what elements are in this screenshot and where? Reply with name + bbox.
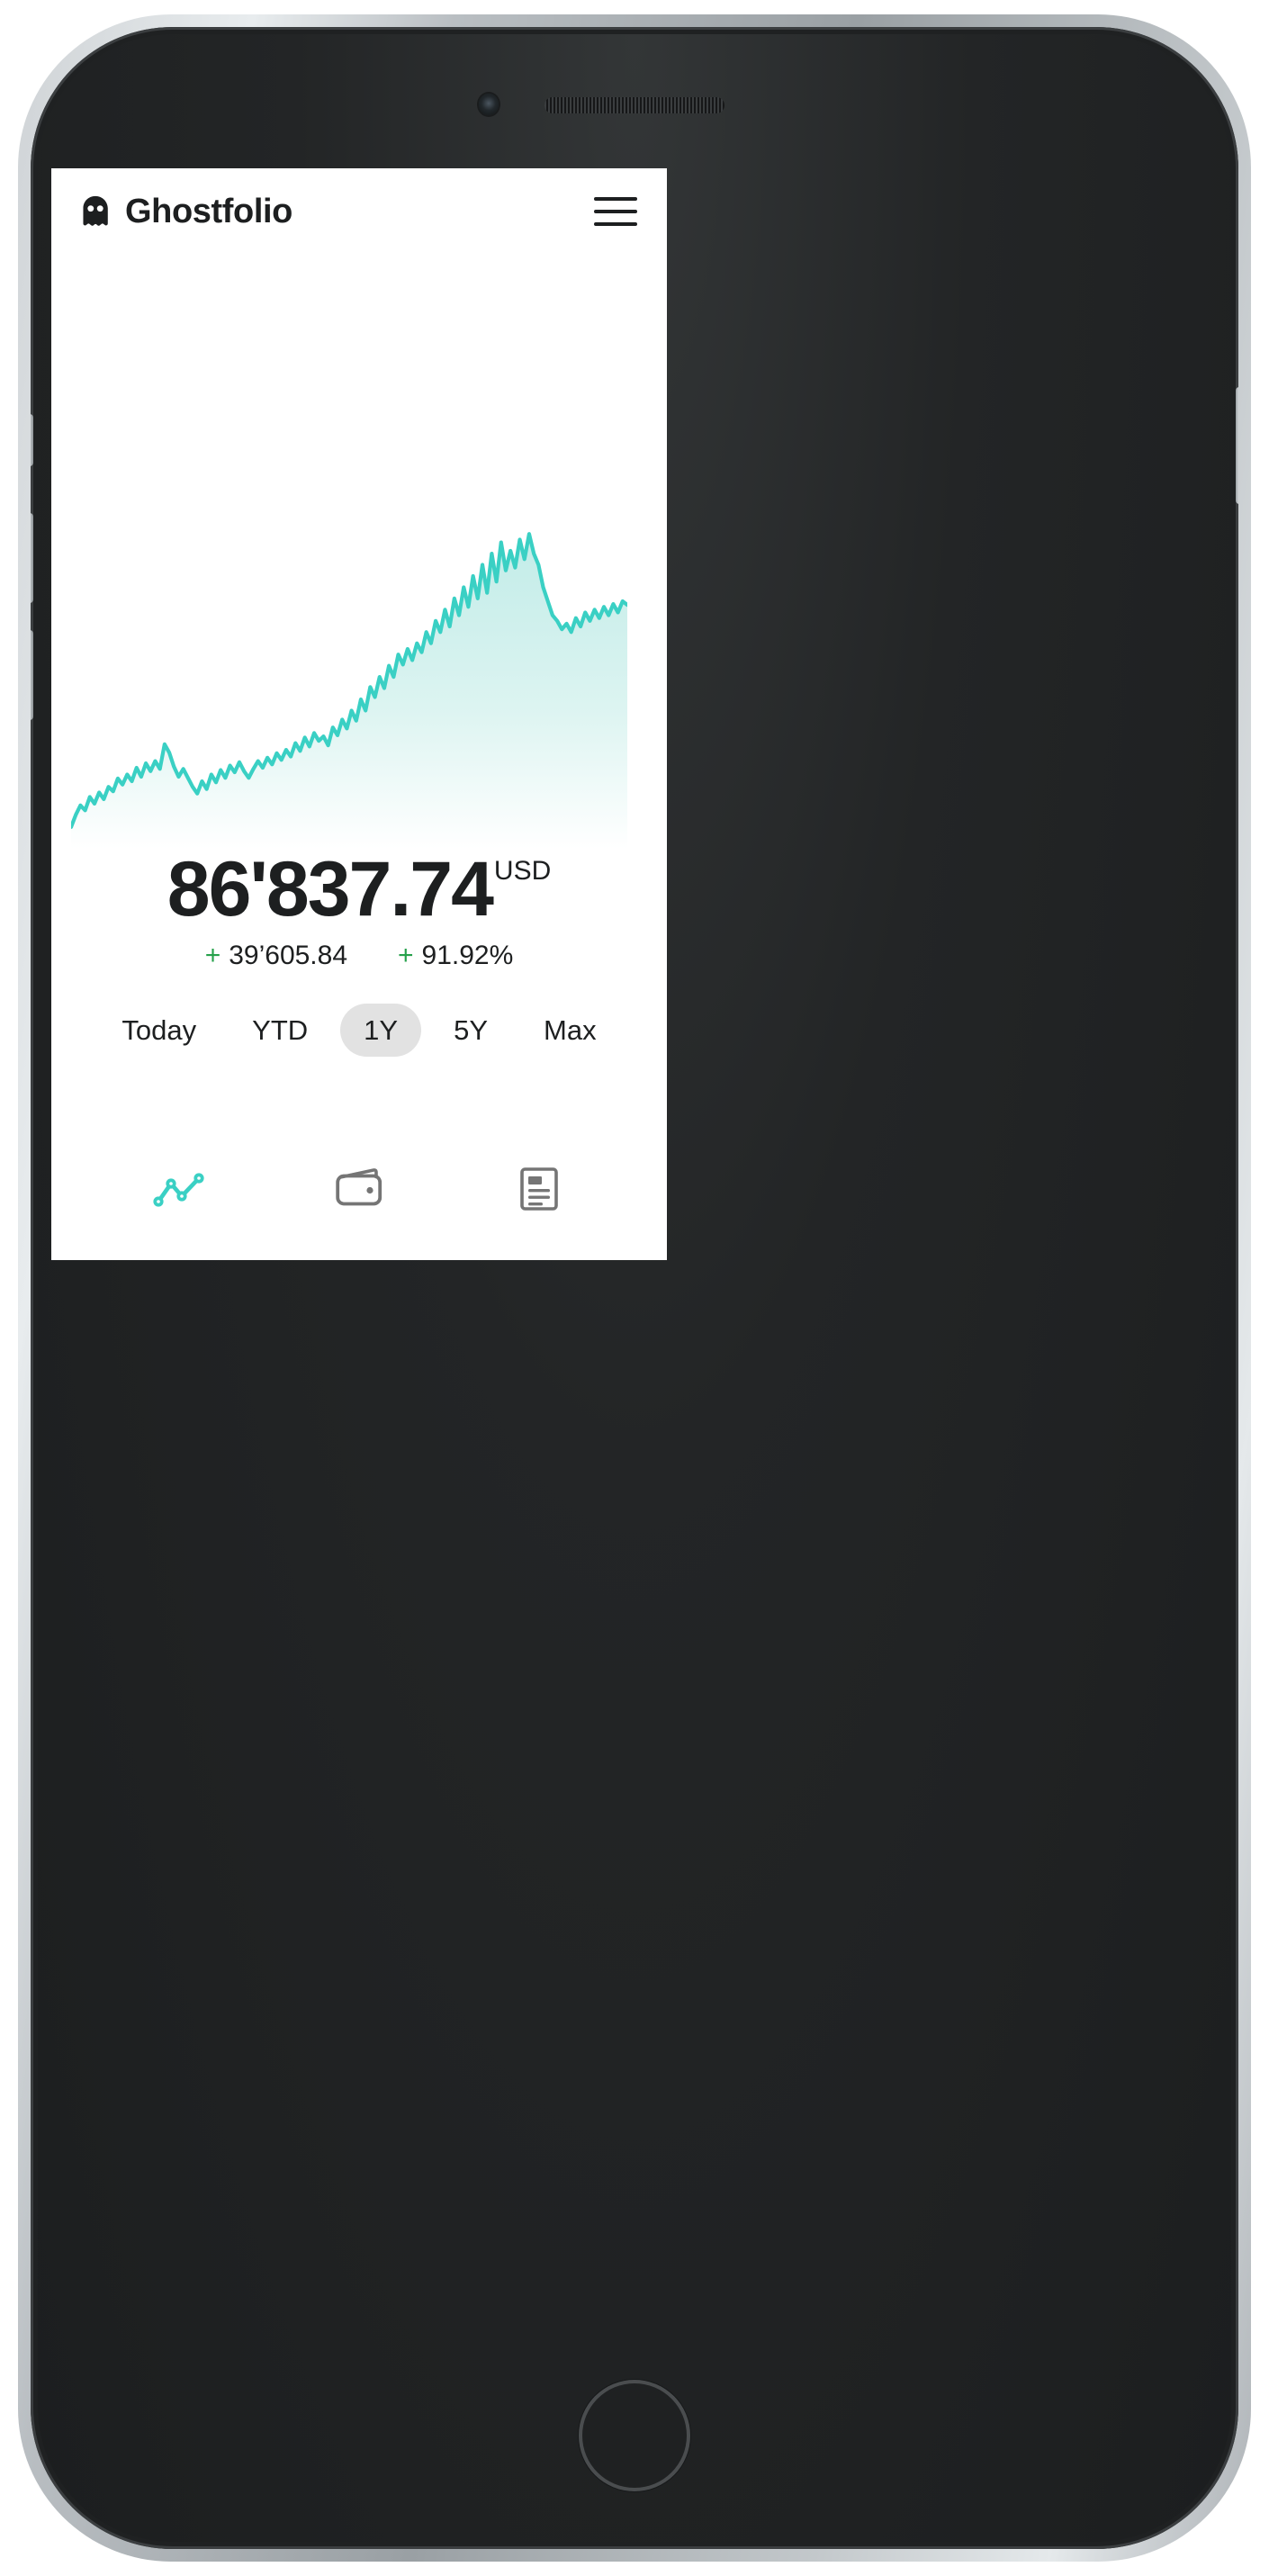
portfolio-summary: 86'837.74 USD + 39’605.84 + 91.92% — [51, 849, 667, 971]
document-icon — [518, 1166, 560, 1217]
percent-change: + 91.92% — [398, 941, 513, 971]
hamburger-menu-icon[interactable] — [591, 192, 640, 231]
portfolio-currency: USD — [493, 856, 552, 886]
phone-screen: Ghostfolio — [51, 168, 667, 1260]
menu-bar-2 — [594, 210, 637, 213]
portfolio-value: 86'837.74 — [166, 846, 494, 932]
earpiece-speaker-icon — [544, 97, 724, 113]
range-tab-1y[interactable]: 1Y — [340, 1003, 422, 1057]
front-camera-icon — [479, 94, 499, 115]
performance-chart[interactable] — [51, 255, 667, 849]
percent-change-sign: + — [398, 940, 414, 970]
ghostfolio-app: Ghostfolio — [51, 168, 667, 1260]
range-tab-5y[interactable]: 5Y — [430, 1004, 511, 1057]
phone-body: Ghostfolio — [31, 27, 1238, 2549]
menu-bar-3 — [594, 222, 637, 226]
nav-overview[interactable] — [146, 1165, 212, 1217]
nav-portfolio[interactable] — [326, 1165, 392, 1217]
phone-frame: Ghostfolio — [18, 14, 1251, 2562]
wallet-icon — [334, 1166, 384, 1216]
brand-logo-group[interactable]: Ghostfolio — [78, 194, 292, 229]
absolute-change-sign: + — [204, 940, 221, 970]
app-header: Ghostfolio — [51, 168, 667, 255]
volume-down-button[interactable] — [31, 630, 33, 720]
absolute-change: + 39’605.84 — [205, 941, 347, 971]
range-tab-max[interactable]: Max — [520, 1004, 620, 1057]
power-button[interactable] — [1236, 387, 1238, 504]
absolute-change-value: 39’605.84 — [229, 940, 348, 970]
nav-activities[interactable] — [506, 1165, 572, 1217]
volume-up-button[interactable] — [31, 513, 33, 603]
line-chart-icon — [152, 1169, 206, 1213]
menu-bar-1 — [594, 197, 637, 201]
chart-line — [71, 532, 627, 829]
bottom-navigation — [51, 1143, 667, 1260]
date-range-tabs: Today YTD 1Y 5Y Max — [51, 1003, 667, 1057]
range-tab-ytd[interactable]: YTD — [229, 1004, 331, 1057]
portfolio-change-row: + 39’605.84 + 91.92% — [51, 941, 667, 971]
ghost-icon — [78, 194, 112, 229]
home-button[interactable] — [579, 2380, 690, 2491]
brand-title: Ghostfolio — [125, 193, 292, 230]
silent-switch[interactable] — [31, 414, 33, 466]
content-spacer — [51, 1057, 667, 1143]
chart-area-fill — [71, 534, 627, 849]
percent-change-value: 91.92% — [421, 940, 514, 970]
portfolio-value-line: 86'837.74 USD — [166, 846, 552, 932]
range-tab-today[interactable]: Today — [98, 1004, 220, 1057]
